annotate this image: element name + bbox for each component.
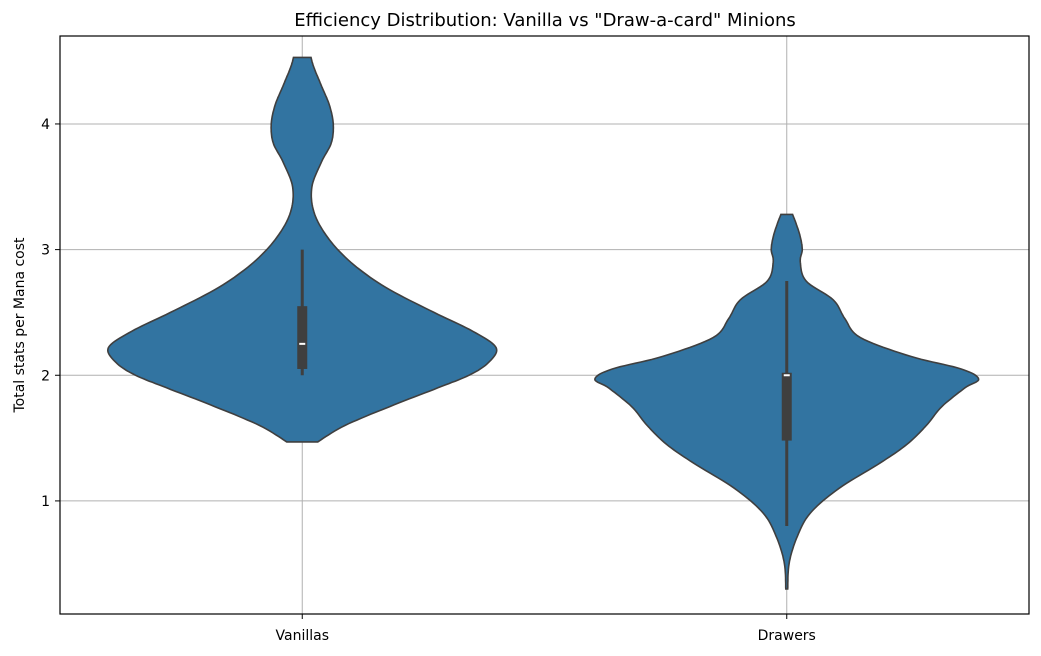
iqr-box (781, 372, 792, 441)
x-axis-ticks: Vanillas Drawers (276, 614, 816, 644)
y-axis-ticks: 1 2 3 4 (41, 117, 60, 510)
x-tick-label: Drawers (758, 628, 816, 644)
iqr-box (297, 306, 308, 369)
plot-frame (59, 35, 1030, 615)
y-tick-label: 1 (41, 494, 50, 510)
x-tick-label: Vanillas (276, 628, 329, 644)
y-axis-label: Total stats per Mana cost (12, 237, 28, 414)
y-tick-label: 4 (41, 117, 50, 133)
violins (106, 56, 980, 590)
chart-title: Efficiency Distribution: Vanilla vs "Dra… (294, 10, 796, 31)
y-tick-label: 3 (41, 243, 50, 259)
y-tick-label: 2 (41, 368, 50, 384)
